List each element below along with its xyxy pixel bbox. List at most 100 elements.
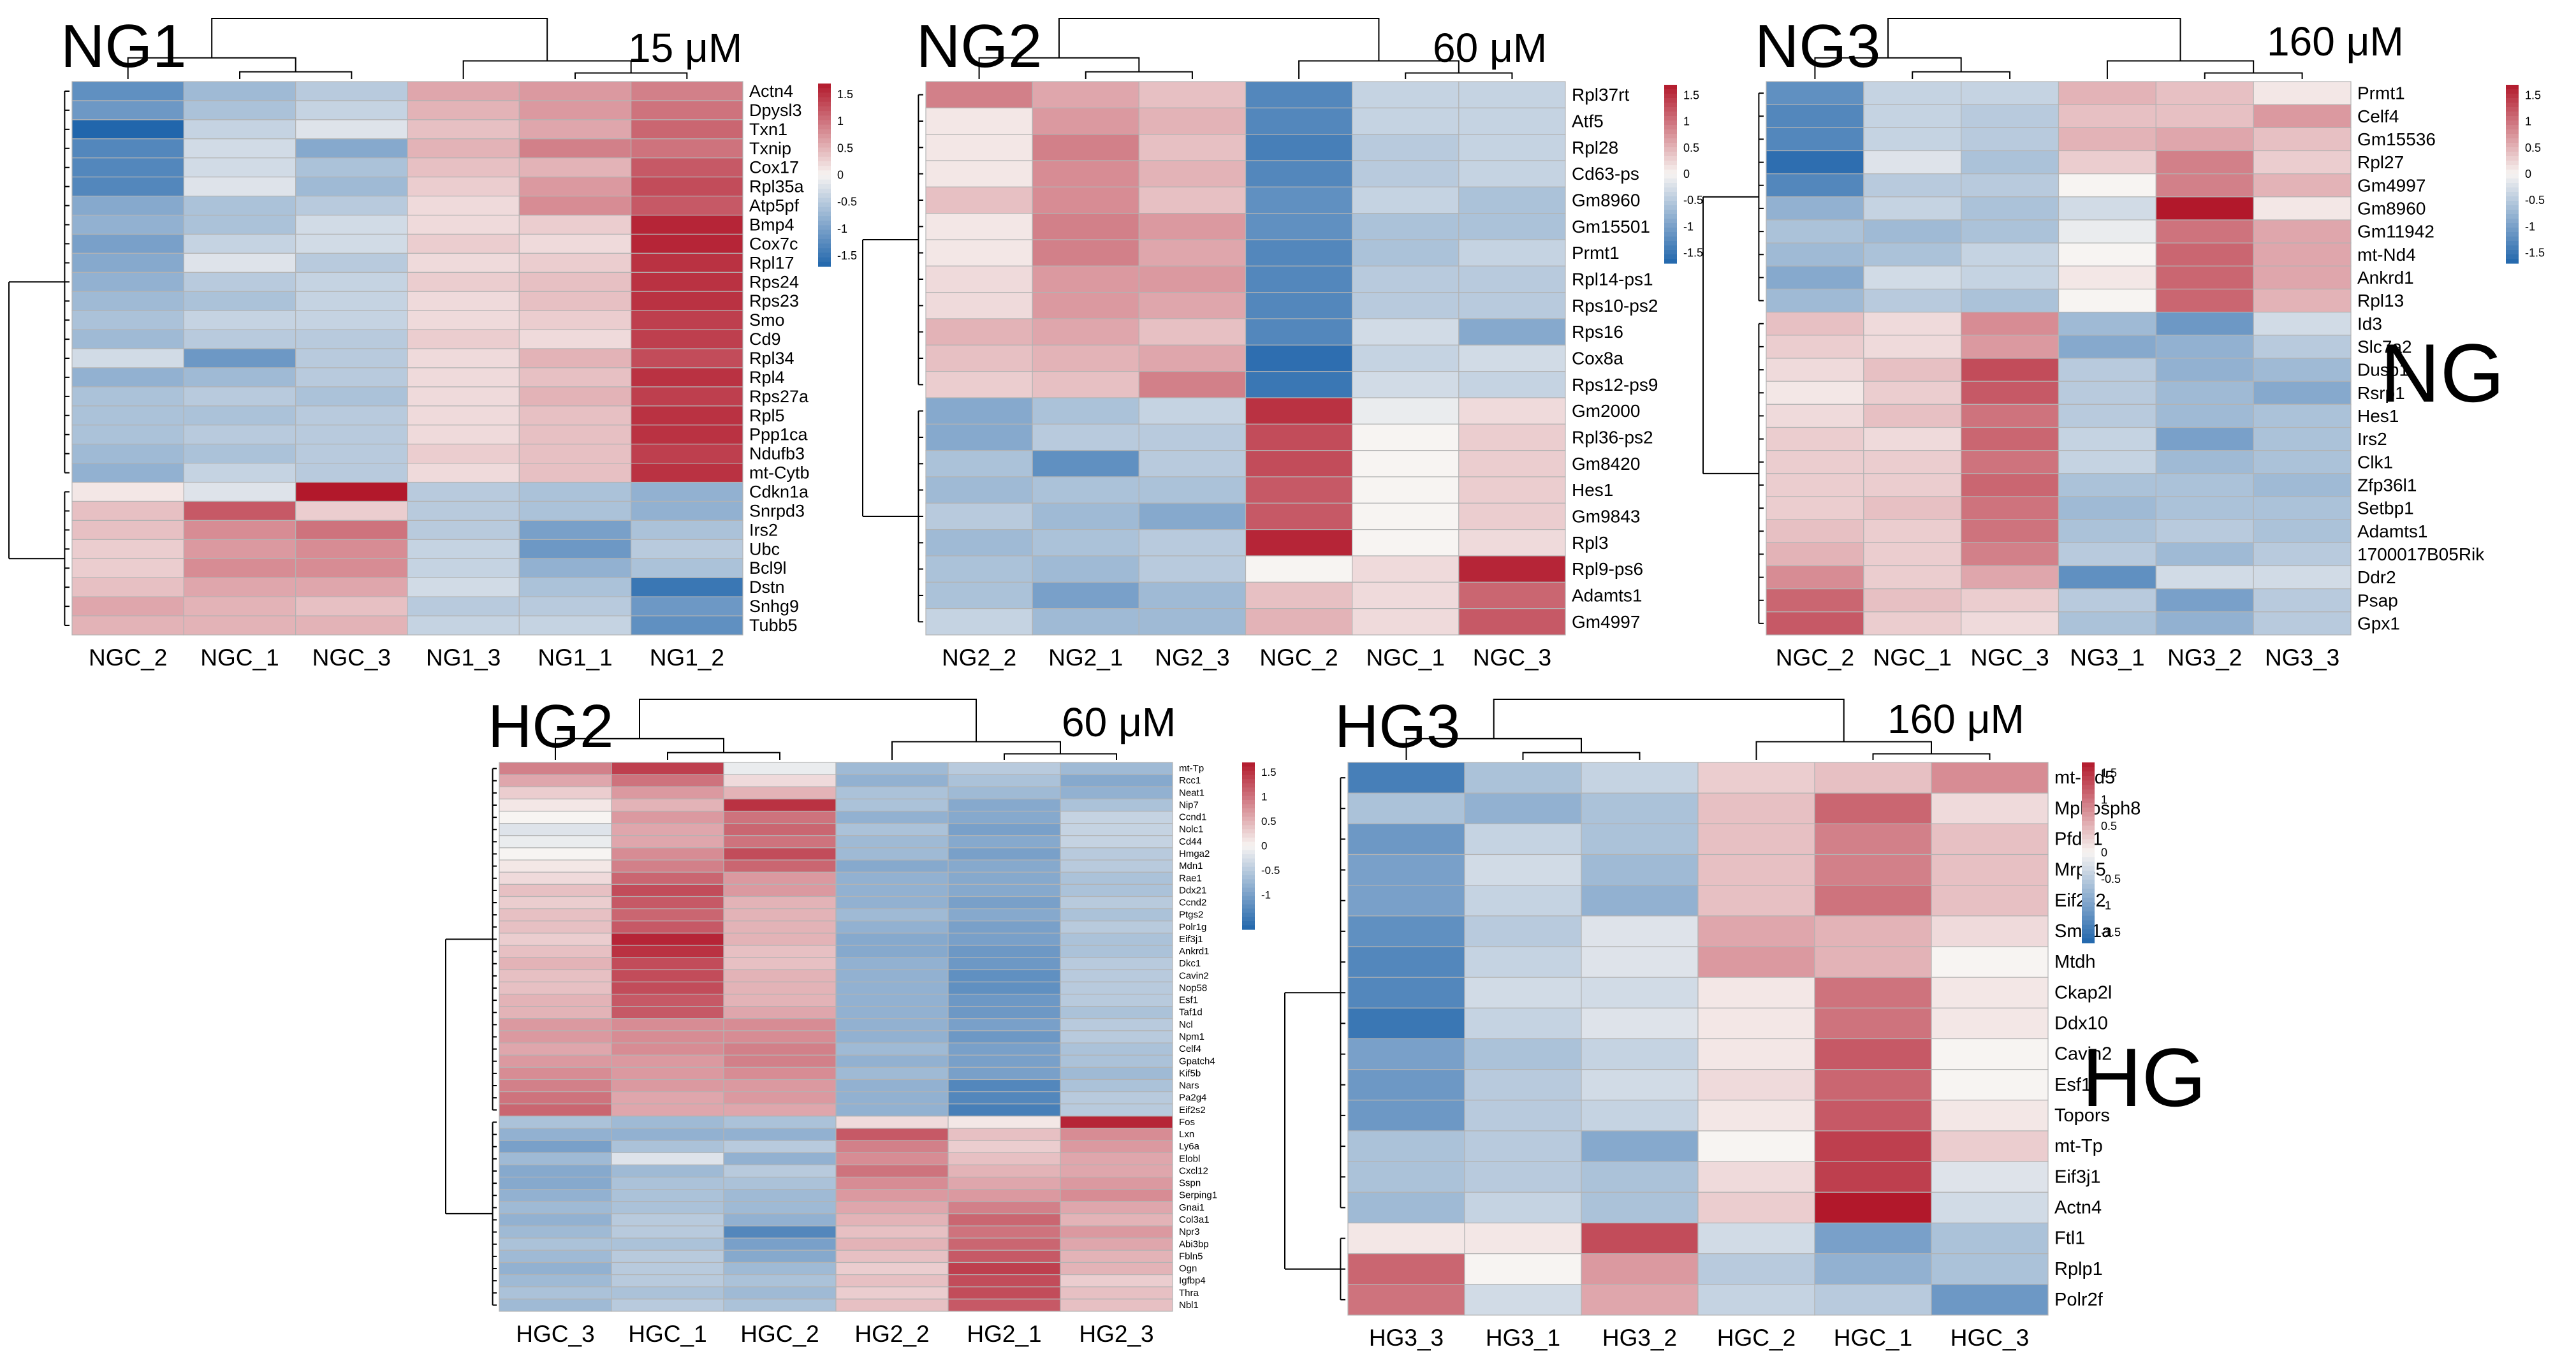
heatmap-cell (2155, 312, 2254, 336)
heatmap-cell (183, 214, 296, 235)
heatmap-panel-ng2: NG2 60 μMRpl37rtAtf5Rpl28Cd63-psGm8960Gm1… (862, 12, 1703, 671)
legend-swatch (818, 166, 831, 171)
heatmap-cell (499, 908, 612, 922)
group-label-ng: NG (2380, 326, 2505, 419)
heatmap-cell (1814, 1191, 1932, 1224)
heatmap-cell (948, 1103, 1061, 1117)
heatmap-cell (723, 1176, 837, 1190)
heatmap-cell (518, 291, 632, 311)
heatmap-cell (407, 100, 520, 120)
heatmap-cell (1581, 823, 1699, 855)
heatmap-cell (407, 463, 520, 483)
column-label: NG3_2 (2167, 644, 2242, 671)
heatmap-cell (1766, 173, 1864, 198)
heatmap-cell (948, 1164, 1061, 1178)
heatmap-cell (948, 871, 1061, 885)
row-label: Ndufb3 (749, 444, 805, 463)
heatmap-cell (1814, 1161, 1932, 1193)
heatmap-cell (2253, 565, 2352, 590)
heatmap-cell (2253, 242, 2352, 266)
row-label: Rpl9-ps6 (1572, 559, 1643, 579)
heatmap-cell (499, 871, 612, 885)
heatmap-cell (499, 945, 612, 958)
heatmap-cell (1766, 358, 1864, 382)
heatmap-cell (518, 444, 632, 464)
heatmap-cell (71, 539, 184, 559)
row-label: Gm8420 (1572, 454, 1640, 474)
legend-swatch (818, 133, 831, 139)
heatmap-cell (1060, 1042, 1173, 1056)
heatmap-cell (1961, 426, 2060, 451)
heatmap-cell (835, 1237, 949, 1251)
heatmap-cell (1245, 529, 1353, 557)
heatmap-cell (518, 195, 632, 216)
heatmap-cell (723, 835, 837, 848)
heatmap-cell (611, 1079, 724, 1093)
legend-swatch (818, 101, 831, 107)
heatmap-cell (1581, 915, 1699, 947)
heatmap-cell (499, 762, 612, 775)
heatmap-cell (1931, 762, 2049, 794)
legend-swatch (1664, 134, 1677, 139)
heatmap-cell (611, 1286, 724, 1300)
heatmap-cell (925, 555, 1033, 583)
heatmap-cell (499, 1103, 612, 1117)
heatmap-cell (295, 558, 408, 578)
row-label: Neat1 (1179, 787, 1204, 798)
row-label: Rsrp1 (2357, 383, 2405, 403)
row-label: Id3 (2357, 314, 2382, 333)
legend-swatch (2506, 165, 2519, 170)
heatmap-cell (1032, 555, 1139, 583)
heatmap-cell (925, 581, 1033, 609)
heatmap-cell (183, 157, 296, 178)
legend-swatch (1242, 837, 1255, 843)
heatmap-cell (1766, 473, 1864, 497)
legend-swatch (2506, 156, 2519, 161)
heatmap-cell (1931, 1253, 2049, 1285)
row-label: Prmt1 (1572, 243, 1620, 263)
row-label: mt-Tp (2054, 1136, 2103, 1156)
column-label: NGC_1 (1366, 644, 1445, 671)
heatmap-cell (1060, 823, 1173, 836)
heatmap-cell (1766, 565, 1864, 590)
row-label: mt-Nd4 (2357, 245, 2416, 265)
heatmap-cell (1060, 896, 1173, 910)
heatmap-cell (631, 444, 743, 464)
legend-swatch (1242, 799, 1255, 805)
heatmap-cell (407, 214, 520, 235)
heatmap-cell (611, 1201, 724, 1214)
heatmap-cell (1931, 792, 2049, 824)
heatmap-cell (499, 1079, 612, 1093)
heatmap-cell (1458, 186, 1566, 214)
heatmap-cell (1060, 1018, 1173, 1031)
legend-swatch (1242, 879, 1255, 884)
panel-title: HG3 (1335, 692, 1460, 761)
heatmap-cell (1458, 608, 1566, 636)
heatmap-cell (1347, 915, 1465, 947)
heatmap-cell (1766, 404, 1864, 428)
column-label: HG3_1 (1486, 1325, 1560, 1351)
heatmap-cell (611, 969, 724, 983)
row-label: Mrps5 (2054, 860, 2106, 880)
heatmap-cell (1352, 371, 1460, 398)
row-label: Ankrd1 (1179, 946, 1210, 957)
row-label: Cox17 (749, 158, 799, 177)
heatmap-cell (835, 1189, 949, 1202)
column-label: HGC_3 (1950, 1325, 2029, 1351)
legend-swatch (1664, 143, 1677, 148)
heatmap-cell (518, 520, 632, 540)
heatmap-cell (407, 577, 520, 597)
heatmap-cell (631, 177, 743, 197)
legend-swatch (1664, 178, 1677, 184)
heatmap-cell (723, 1286, 837, 1300)
heatmap-cell (1352, 292, 1460, 319)
legend-swatch (1664, 129, 1677, 135)
row-label: Cd44 (1179, 836, 1202, 847)
heatmap-cell (1697, 1161, 1815, 1193)
heatmap-cell (183, 425, 296, 445)
heatmap-cell (499, 1018, 612, 1031)
heatmap-cell (2155, 127, 2254, 152)
heatmap-cell (1961, 196, 2060, 221)
row-label: Rpl34 (749, 349, 794, 368)
heatmap-cell (1347, 946, 1465, 978)
